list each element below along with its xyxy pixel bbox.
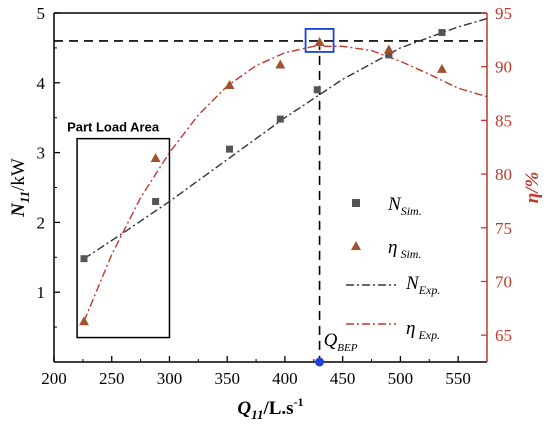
eta-sim-point bbox=[275, 59, 286, 69]
eta-sim-point bbox=[383, 44, 394, 54]
n-sim-point bbox=[385, 51, 393, 59]
legend-n-exp-label: NExp. bbox=[405, 273, 440, 297]
y-left-tick-label: 3 bbox=[37, 144, 46, 163]
annotations: QBEP Part Load Area bbox=[54, 28, 487, 367]
x-tick-label: 250 bbox=[99, 369, 125, 388]
markers bbox=[79, 29, 447, 326]
eta-sim-point bbox=[79, 316, 90, 326]
legend-n-sim-marker bbox=[352, 199, 360, 207]
x-tick-label: 350 bbox=[214, 369, 240, 388]
part-load-box bbox=[76, 137, 171, 339]
n-sim-point bbox=[313, 86, 321, 94]
y-left-tick-label: 5 bbox=[37, 4, 46, 23]
n-sim-point bbox=[438, 29, 446, 37]
x-tick-label: 550 bbox=[445, 369, 471, 388]
eta-sim-point bbox=[436, 63, 447, 73]
bep-dot bbox=[315, 357, 325, 367]
legend-eta-sim-label: η Sim. bbox=[388, 237, 421, 261]
n-sim-point bbox=[152, 197, 160, 205]
legend: NSim. η Sim. NExp. η Exp. bbox=[346, 194, 440, 342]
ticks: 200 250 300 350 400 450 500 550 1 2 3 4 5 65 70 75 80 85 9… bbox=[37, 4, 513, 388]
legend-n-sim-label: NSim. bbox=[387, 194, 422, 218]
y-right-tick-label: 95 bbox=[495, 4, 512, 23]
x-tick-label: 300 bbox=[157, 369, 183, 388]
bep-highlight-box bbox=[304, 28, 335, 53]
y-right-tick-label: 85 bbox=[495, 111, 512, 130]
eta-sim-point bbox=[314, 36, 325, 46]
legend-eta-exp-label: η Exp. bbox=[406, 318, 440, 342]
x-tick-label: 400 bbox=[272, 369, 298, 388]
y-right-tick-label: 70 bbox=[495, 272, 512, 291]
y-left-tick-label: 2 bbox=[37, 213, 46, 232]
y-left-tick-label: 4 bbox=[37, 74, 46, 93]
curves bbox=[83, 17, 488, 322]
n-sim-point bbox=[276, 115, 284, 123]
part-load-label: Part Load Area bbox=[67, 120, 160, 135]
y-right-tick-label: 65 bbox=[495, 326, 512, 345]
x-tick-label: 450 bbox=[330, 369, 356, 388]
x-tick-label: 200 bbox=[41, 369, 67, 388]
n-sim-point bbox=[80, 255, 88, 263]
plot-frame bbox=[53, 12, 488, 363]
axis-titles: N11/kW η/% Q11/L.s-1 bbox=[8, 158, 543, 422]
y-right-axis-title: η/% bbox=[522, 172, 543, 204]
legend-eta-sim-marker bbox=[351, 241, 361, 250]
y-right-tick-label: 75 bbox=[495, 219, 512, 238]
bep-label: QBEP bbox=[324, 330, 358, 354]
y-left-tick-label: 1 bbox=[37, 283, 46, 302]
y-right-tick-label: 90 bbox=[495, 58, 512, 77]
x-tick-label: 500 bbox=[388, 369, 414, 388]
y-right-tick-label: 80 bbox=[495, 165, 512, 184]
x-axis-title: Q11/L.s-1 bbox=[237, 395, 303, 422]
eta-sim-point bbox=[224, 79, 235, 89]
series-line-eta-exp bbox=[83, 45, 488, 322]
eta-sim-point bbox=[150, 152, 161, 162]
y-left-axis-title: N11/kW bbox=[8, 158, 32, 218]
n-sim-point bbox=[226, 145, 234, 153]
